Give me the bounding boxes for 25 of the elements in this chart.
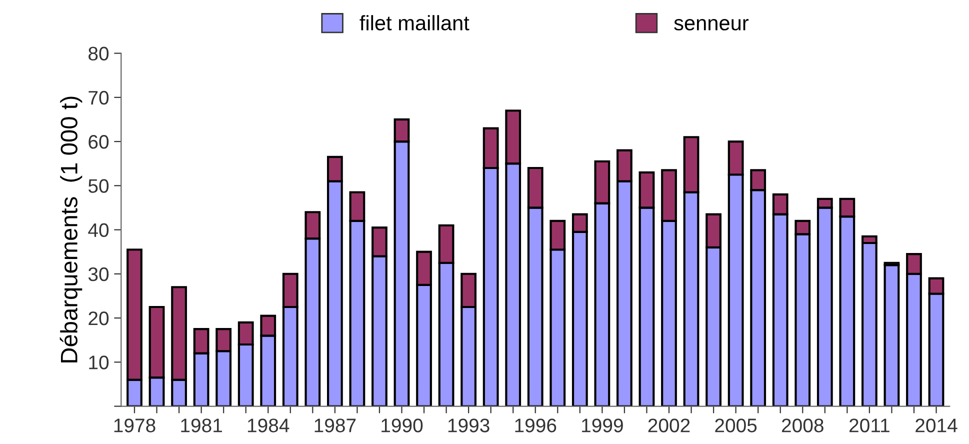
y-tick-label: 60: [88, 134, 109, 149]
x-tick-label: 2002: [648, 418, 690, 432]
x-tick-label: 2014: [916, 418, 958, 432]
x-tick-label: 1999: [582, 418, 623, 432]
x-tick-label: 1984: [248, 418, 290, 432]
y-axis-title: Débarquements (1 000 t): [60, 96, 82, 362]
x-tick-label: 1993: [448, 418, 490, 432]
y-tick-label: 30: [88, 267, 109, 282]
x-tick-label: 2011: [850, 418, 890, 432]
y-tick-label: 50: [88, 179, 109, 193]
x-tick-label: 1987: [314, 418, 356, 432]
x-tick-label: 1996: [515, 418, 556, 432]
x-tick-label: 1978: [114, 418, 156, 432]
legend-label: filet maillant: [360, 15, 470, 30]
x-tick-label: 1990: [382, 418, 423, 432]
y-tick-label: 80: [88, 46, 109, 61]
bar: [884, 264, 900, 406]
x-tick-label: 1981: [181, 418, 222, 432]
y-tick-label: 20: [88, 311, 109, 326]
y-tick-label: 10: [89, 356, 109, 370]
x-tick-label: 2005: [715, 418, 757, 432]
x-tick-label: 2008: [782, 418, 824, 432]
legend-label: senneur: [674, 18, 748, 30]
y-tick-label: 40: [88, 223, 109, 238]
y-tick-label: 70: [88, 90, 109, 105]
